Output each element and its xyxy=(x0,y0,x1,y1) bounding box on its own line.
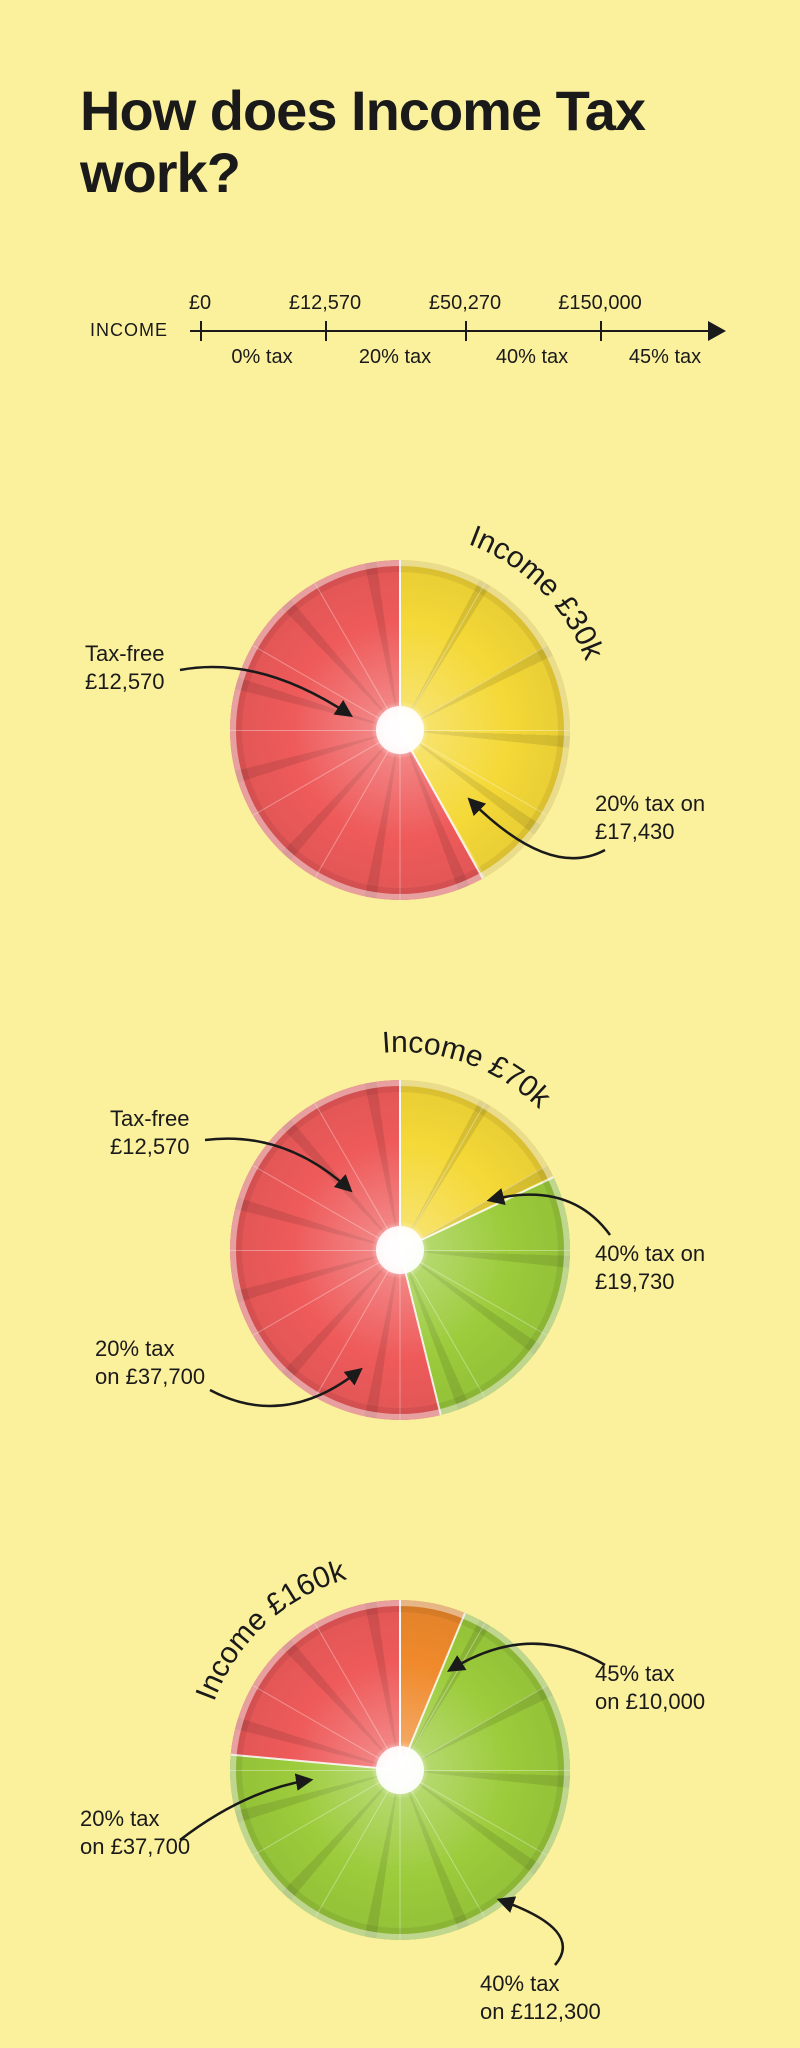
numberline-threshold: £0 xyxy=(189,292,211,315)
numberline-tick xyxy=(325,321,327,341)
numberline-band: 40% tax xyxy=(496,346,568,369)
numberline-arrowhead xyxy=(708,321,726,341)
numberline-label: INCOME xyxy=(90,320,168,341)
income-numberline: INCOME £0 £12,570 £50,270 £150,000 0% tax 20%… xyxy=(90,290,710,390)
numberline-threshold: £150,000 xyxy=(558,292,641,315)
annotation-arrow xyxy=(500,1900,563,1965)
numberline-tick xyxy=(465,321,467,341)
pie-chart: Income £30kTax-free £12,57020% tax on £1… xyxy=(50,490,750,970)
pie-annotation: 45% tax on £10,000 xyxy=(595,1660,705,1715)
pie-annotation: 20% tax on £37,700 xyxy=(80,1805,190,1860)
numberline-tick xyxy=(200,321,202,341)
page-title: How does Income Tax work? xyxy=(80,80,800,203)
pie-annotation: 40% tax on £19,730 xyxy=(595,1240,705,1295)
numberline-band: 20% tax xyxy=(359,346,431,369)
numberline-threshold: £12,570 xyxy=(289,292,361,315)
pie-annotation: Tax-free £12,570 xyxy=(110,1105,190,1160)
numberline-band: 45% tax xyxy=(629,346,701,369)
numberline-axis xyxy=(190,330,710,332)
pie-chart: Income £160k45% tax on £10,00020% tax on… xyxy=(50,1530,750,2010)
numberline-threshold: £50,270 xyxy=(429,292,501,315)
pie-annotation: Tax-free £12,570 xyxy=(85,640,165,695)
pie-annotation: 20% tax on £37,700 xyxy=(95,1335,205,1390)
numberline-band: 0% tax xyxy=(231,346,292,369)
pie-annotation: 20% tax on £17,430 xyxy=(595,790,705,845)
pie-annotation: 40% tax on £112,300 xyxy=(480,1970,601,2025)
pie-chart: Income £70kTax-free £12,57040% tax on £1… xyxy=(50,1010,750,1490)
numberline-tick xyxy=(600,321,602,341)
